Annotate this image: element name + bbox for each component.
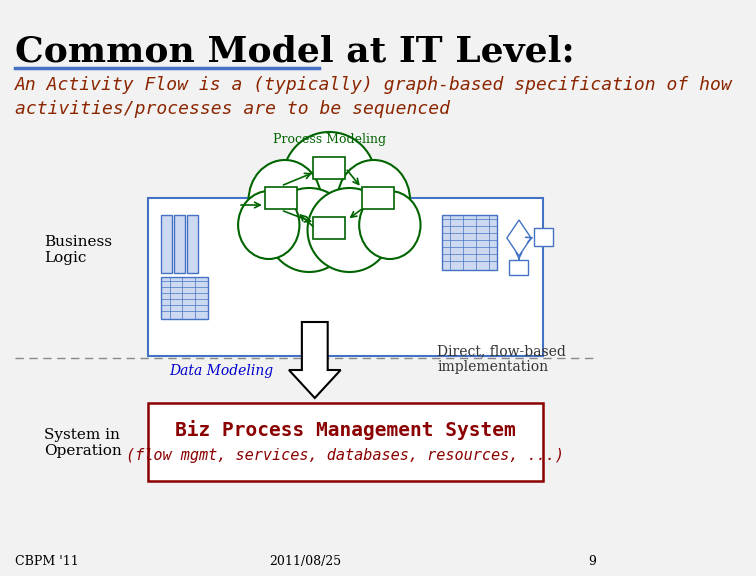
Text: An Activity Flow is a (typically) graph-based specification of how: An Activity Flow is a (typically) graph-…	[14, 76, 733, 94]
Text: System in
Operation: System in Operation	[45, 428, 122, 458]
Polygon shape	[507, 220, 531, 256]
Bar	[147, 403, 544, 481]
Bar	[313, 157, 345, 179]
Text: Direct, flow-based
implementation: Direct, flow-based implementation	[438, 344, 566, 374]
Text: CBPM '11: CBPM '11	[14, 555, 79, 568]
Text: activities/processes are to be sequenced: activities/processes are to be sequenced	[14, 100, 450, 118]
Polygon shape	[289, 322, 341, 398]
Text: 9: 9	[588, 555, 596, 568]
Ellipse shape	[359, 191, 420, 259]
Ellipse shape	[238, 191, 299, 259]
Text: Biz Process Management System: Biz Process Management System	[175, 420, 516, 440]
Ellipse shape	[267, 188, 351, 272]
Text: 2011/08/25: 2011/08/25	[269, 555, 341, 568]
Text: (flow mgmt, services, databases, resources, ...): (flow mgmt, services, databases, resourc…	[126, 448, 565, 463]
Bar	[509, 260, 528, 275]
Bar	[361, 187, 394, 209]
Ellipse shape	[337, 160, 410, 240]
Bar	[265, 187, 297, 209]
Text: Process Modeling: Process Modeling	[273, 133, 386, 146]
Bar	[534, 228, 553, 246]
Bar	[147, 198, 544, 356]
Bar	[313, 217, 345, 239]
Text: Common Model at IT Level:: Common Model at IT Level:	[14, 35, 575, 69]
Ellipse shape	[308, 188, 392, 272]
Ellipse shape	[249, 160, 321, 240]
Ellipse shape	[283, 132, 376, 228]
Bar	[175, 215, 184, 273]
Text: Data Modeling: Data Modeling	[169, 364, 274, 378]
Bar	[442, 215, 497, 270]
Text: Business
Logic: Business Logic	[45, 235, 113, 265]
Bar	[162, 277, 208, 319]
Bar	[187, 215, 198, 273]
Bar	[162, 215, 172, 273]
